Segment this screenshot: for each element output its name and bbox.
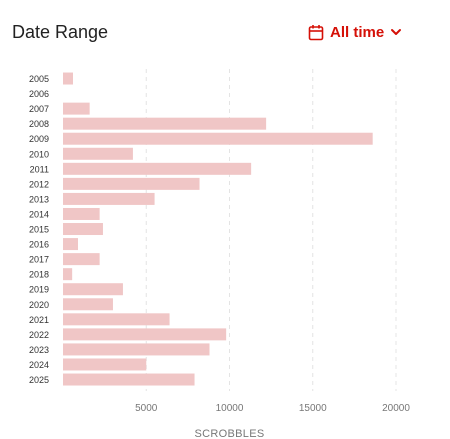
bar xyxy=(63,238,78,251)
bar xyxy=(63,132,373,145)
y-category-label: 2023 xyxy=(29,345,49,355)
y-category-label: 2019 xyxy=(29,285,49,295)
bar xyxy=(63,207,100,220)
bar xyxy=(63,313,170,326)
chevron-down-icon xyxy=(390,26,402,38)
date-range-dropdown[interactable]: All time xyxy=(308,21,402,43)
bar xyxy=(63,102,90,115)
y-category-label: 2008 xyxy=(29,119,49,129)
bar xyxy=(63,298,113,311)
bar xyxy=(63,177,200,190)
y-category-label: 2012 xyxy=(29,179,49,189)
y-category-label: 2017 xyxy=(29,255,49,265)
bar xyxy=(63,283,123,296)
date-range-label: All time xyxy=(330,23,385,41)
bar xyxy=(63,117,267,130)
y-category-label: 2009 xyxy=(29,134,49,144)
x-tick-label: 10000 xyxy=(216,403,244,414)
section-title: Date Range xyxy=(12,22,109,42)
y-category-label: 2024 xyxy=(29,360,49,370)
y-category-label: 2021 xyxy=(29,315,49,325)
y-category-label: 2016 xyxy=(29,240,49,250)
x-tick-label: 20000 xyxy=(382,403,410,414)
x-tick-label: 5000 xyxy=(135,403,158,414)
bar xyxy=(63,253,100,266)
bar xyxy=(63,373,195,386)
bar xyxy=(63,268,73,281)
x-axis-title: SCROBBLES xyxy=(195,428,265,439)
bar xyxy=(63,192,155,205)
bar xyxy=(63,162,252,175)
y-category-label: 2022 xyxy=(29,330,49,340)
bar xyxy=(63,328,227,341)
y-category-label: 2020 xyxy=(29,300,49,310)
y-category-label: 2015 xyxy=(29,225,49,235)
y-category-label: 2007 xyxy=(29,104,49,114)
calendar-icon xyxy=(308,24,324,41)
y-category-label: 2013 xyxy=(29,194,49,204)
x-tick-label: 15000 xyxy=(299,403,327,414)
y-category-label: 2005 xyxy=(29,74,49,84)
bar xyxy=(63,343,210,356)
bar xyxy=(63,72,73,85)
y-category-label: 2010 xyxy=(29,149,49,159)
y-category-label: 2018 xyxy=(29,270,49,280)
bar xyxy=(63,358,147,371)
bar xyxy=(63,223,103,236)
y-category-label: 2011 xyxy=(30,164,49,174)
y-category-label: 2025 xyxy=(29,375,49,385)
y-category-label: 2014 xyxy=(29,209,49,219)
bar xyxy=(63,147,133,160)
y-category-label: 2006 xyxy=(29,89,49,99)
